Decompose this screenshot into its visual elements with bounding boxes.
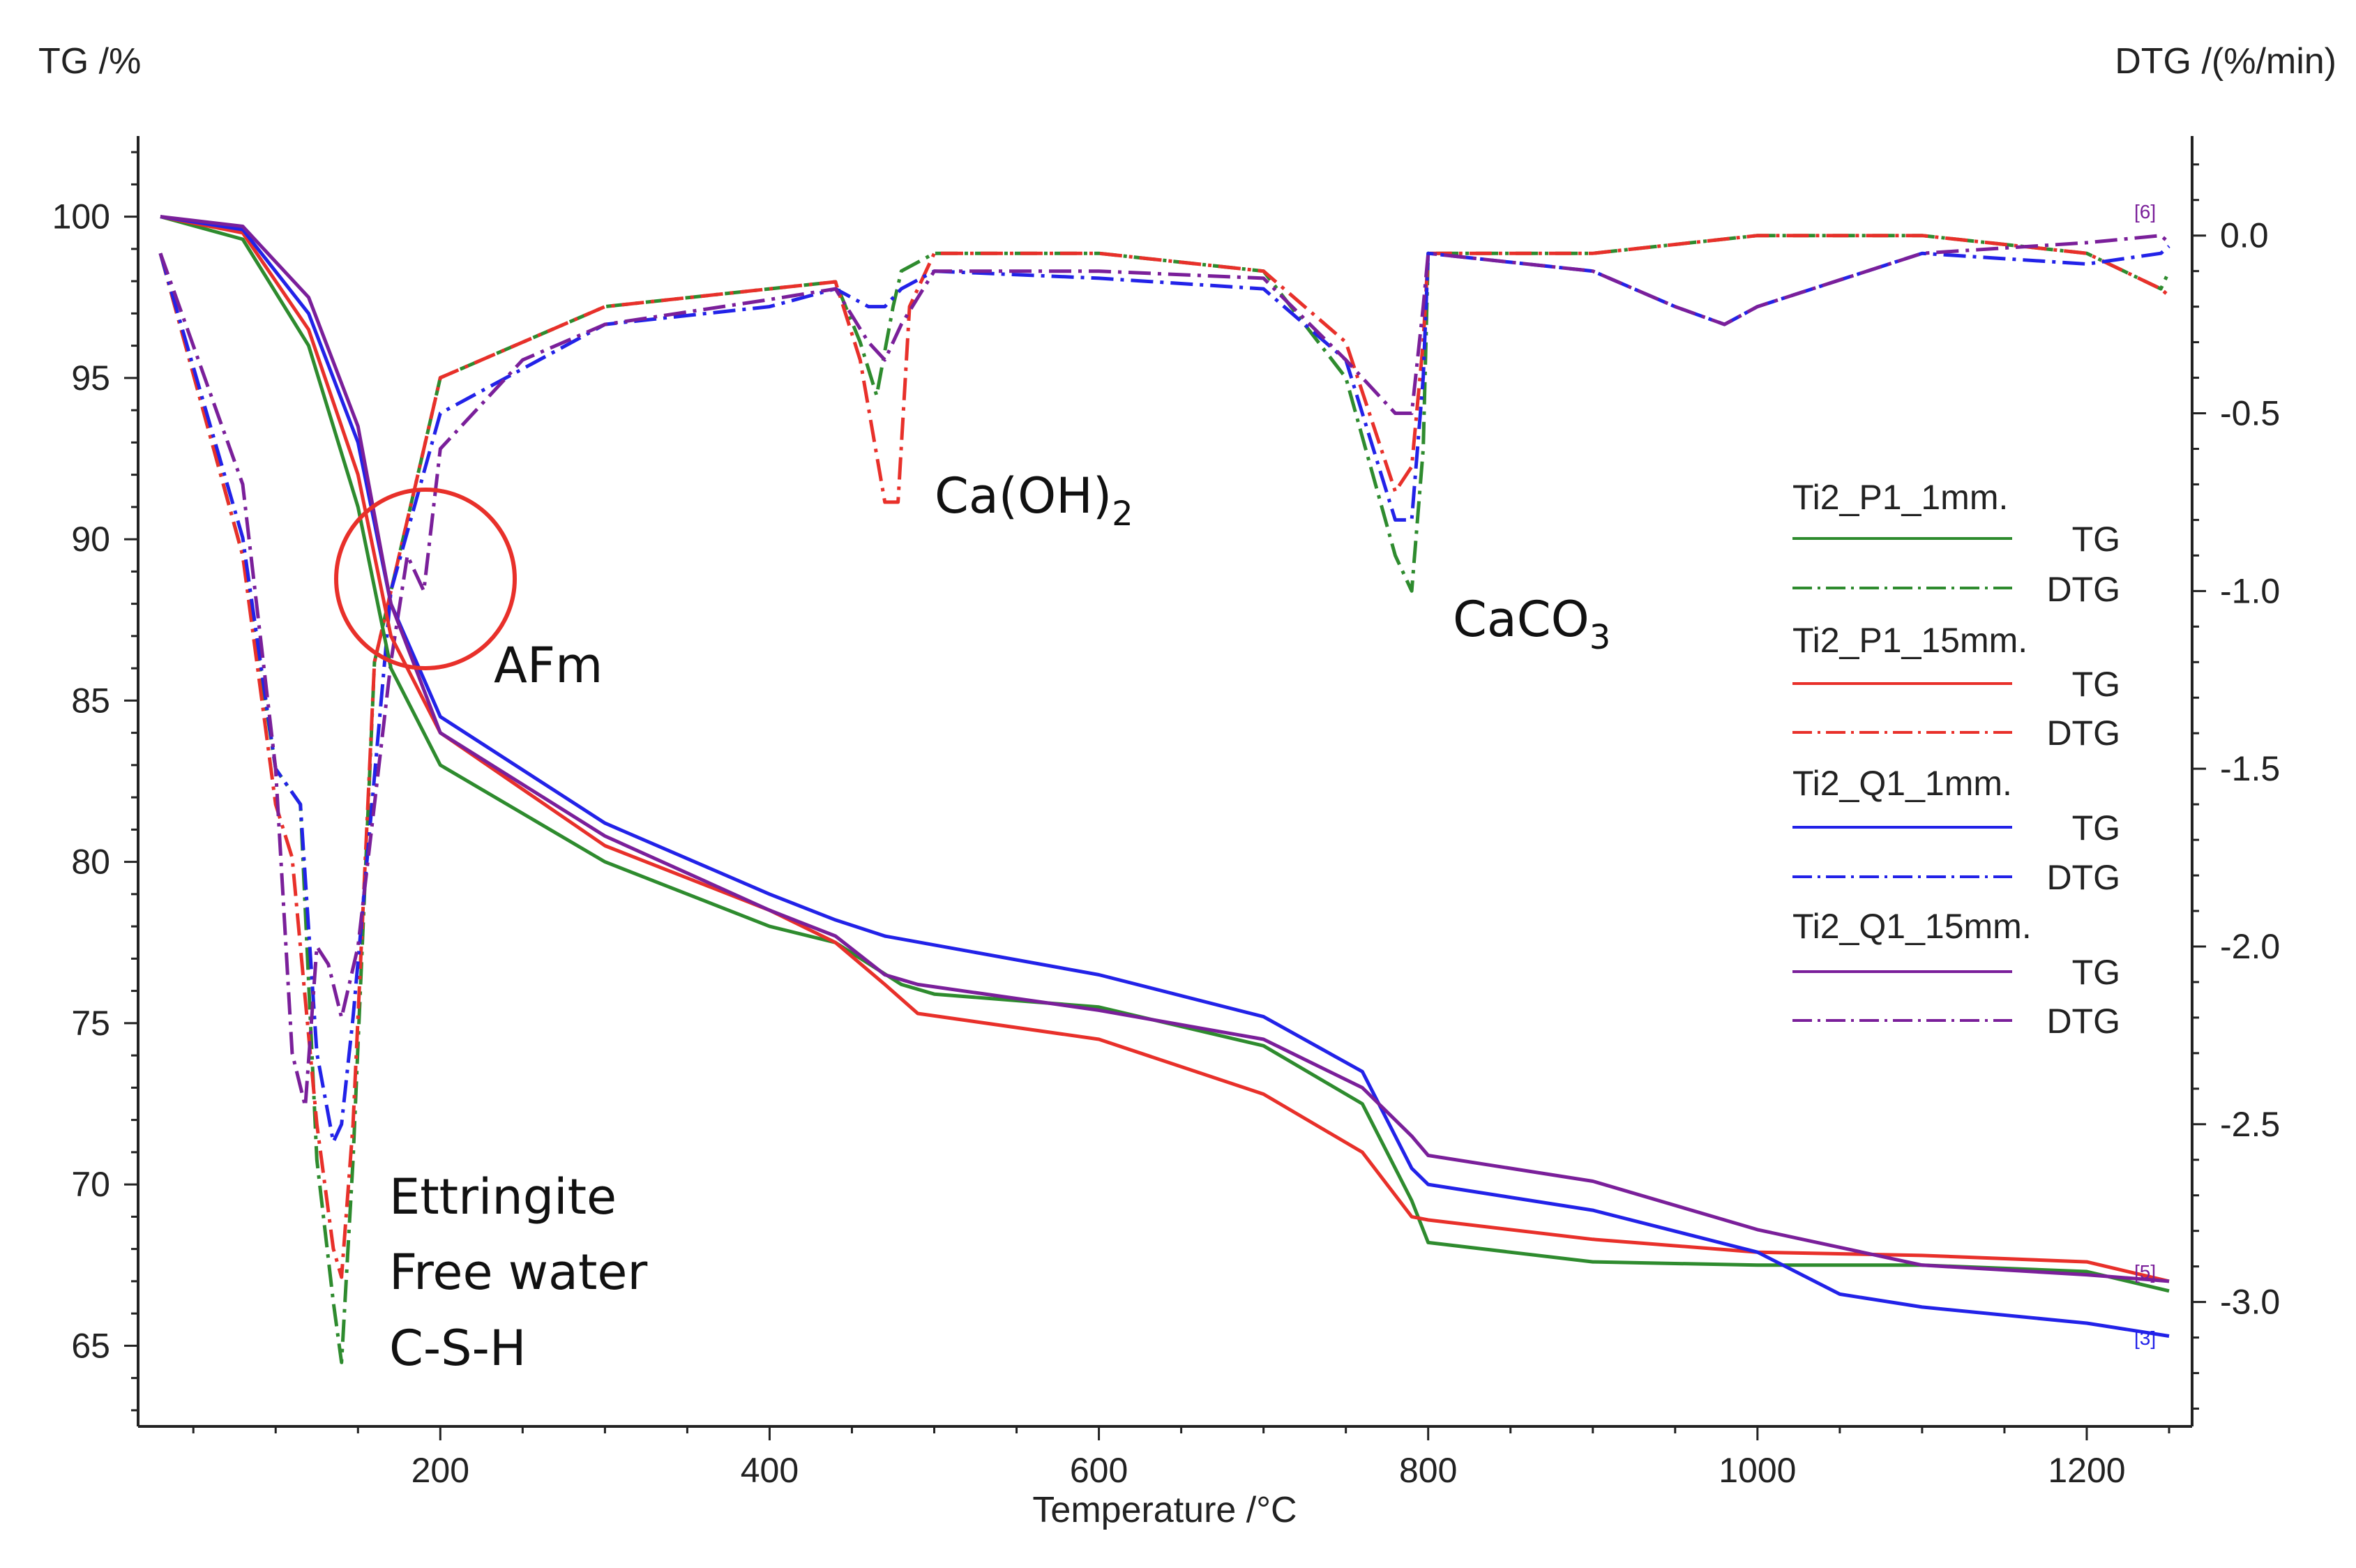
dtg-line-ti2-p1-1mm <box>158 234 2171 1364</box>
y-right-tick-label: -1.0 <box>2220 571 2280 610</box>
y-left-tick-label: 95 <box>71 359 110 398</box>
legend-tg-q1-1mm: TG <box>2072 808 2120 847</box>
y-left-tick-label: 80 <box>71 843 110 882</box>
tg-line-ti2-q1-15mm <box>160 215 2170 1283</box>
x-tick-label: 800 <box>1399 1451 1457 1490</box>
legend-name-q1-1mm: Ti2_Q1_1mm. <box>1792 764 2012 803</box>
y-left-tick-label: 85 <box>71 681 110 720</box>
afm-highlight-circle <box>334 488 517 670</box>
y-right-title: DTG /(%/min) <box>2115 41 2336 82</box>
y-right-tick-label: -2.5 <box>2220 1105 2280 1144</box>
annotation-caco3: CaCO3 <box>1453 591 1610 657</box>
x-tick-label: 600 <box>1070 1451 1128 1490</box>
caco3-subscript: 3 <box>1589 618 1611 657</box>
annotation-caoh2: Ca(OH)2 <box>935 467 1133 534</box>
tg-line-ti2-q1-1mm <box>160 215 2170 1338</box>
y-left-tick-label: 65 <box>71 1326 110 1365</box>
legend-name-q1-15mm: Ti2_Q1_15mm. <box>1792 907 2032 946</box>
x-tick-label: 1200 <box>2048 1451 2125 1490</box>
ticks-layer: 200 400 600 800 1000 1200 65 70 75 80 85 90 95 100 -3.… <box>52 151 2280 1490</box>
legend-name-p1-15mm: Ti2_P1_15mm. <box>1792 621 2027 660</box>
dtg-line-ti2-p1-15mm <box>158 234 2170 1279</box>
x-tick-label: 200 <box>411 1451 469 1490</box>
annotation-csh: C-S-H <box>389 1320 526 1377</box>
x-tick-label: 1000 <box>1719 1451 1796 1490</box>
caoh2-subscript: 2 <box>1112 495 1133 534</box>
legend-name-p1-1mm: Ti2_P1_1mm. <box>1792 478 2008 517</box>
y-left-tick-label: 90 <box>71 520 110 559</box>
annotation-ettringite: Ettringite <box>389 1168 617 1226</box>
curves-layer <box>158 215 2171 1364</box>
x-axis-title: Temperature /°C <box>1032 1490 1297 1530</box>
y-left-tick-label: 70 <box>71 1165 110 1204</box>
curve-tag-dtg-purple: [6] <box>2134 201 2156 223</box>
annotation-free-water: Free water <box>389 1244 647 1301</box>
tg-line-ti2-p1-15mm <box>160 215 2170 1283</box>
dtg-line-ti2-q1-15mm <box>158 234 2170 1108</box>
legend-dtg-p1-1mm: DTG <box>2046 570 2120 609</box>
legend-dtg-q1-1mm: DTG <box>2046 858 2120 897</box>
dtg-line-ti2-q1-1mm <box>158 245 2170 1144</box>
y-left-title: TG /% <box>38 41 141 82</box>
curve-tag-tg-purple: [5] <box>2134 1261 2156 1283</box>
y-right-tick-label: -3.0 <box>2220 1283 2280 1322</box>
y-left-tick-label: 100 <box>52 197 110 236</box>
legend-dtg-p1-15mm: DTG <box>2046 714 2120 753</box>
legend-dtg-q1-15mm: DTG <box>2046 1002 2120 1041</box>
curve-tag-tg-blue: [3] <box>2134 1327 2156 1349</box>
caco3-base: CaCO <box>1453 591 1589 648</box>
legend-tg-q1-15mm: TG <box>2072 953 2120 992</box>
legend-tg-p1-1mm: TG <box>2072 520 2120 559</box>
legend-tg-p1-15mm: TG <box>2072 665 2120 704</box>
caoh2-base: Ca(OH) <box>935 467 1112 525</box>
y-right-tick-label: 0.0 <box>2220 216 2269 255</box>
x-tick-label: 400 <box>741 1451 799 1490</box>
y-right-tick-label: -1.5 <box>2220 749 2280 788</box>
y-right-tick-label: -0.5 <box>2220 394 2280 433</box>
tg-line-ti2-p1-1mm <box>160 215 2170 1293</box>
legend: Ti2_P1_1mm. TG DTG Ti2_P1_15mm. TG DTG T… <box>1792 478 2120 1041</box>
annotation-afm: AFm <box>494 637 603 694</box>
y-right-tick-label: -2.0 <box>2220 927 2280 966</box>
y-left-tick-label: 75 <box>71 1004 110 1043</box>
